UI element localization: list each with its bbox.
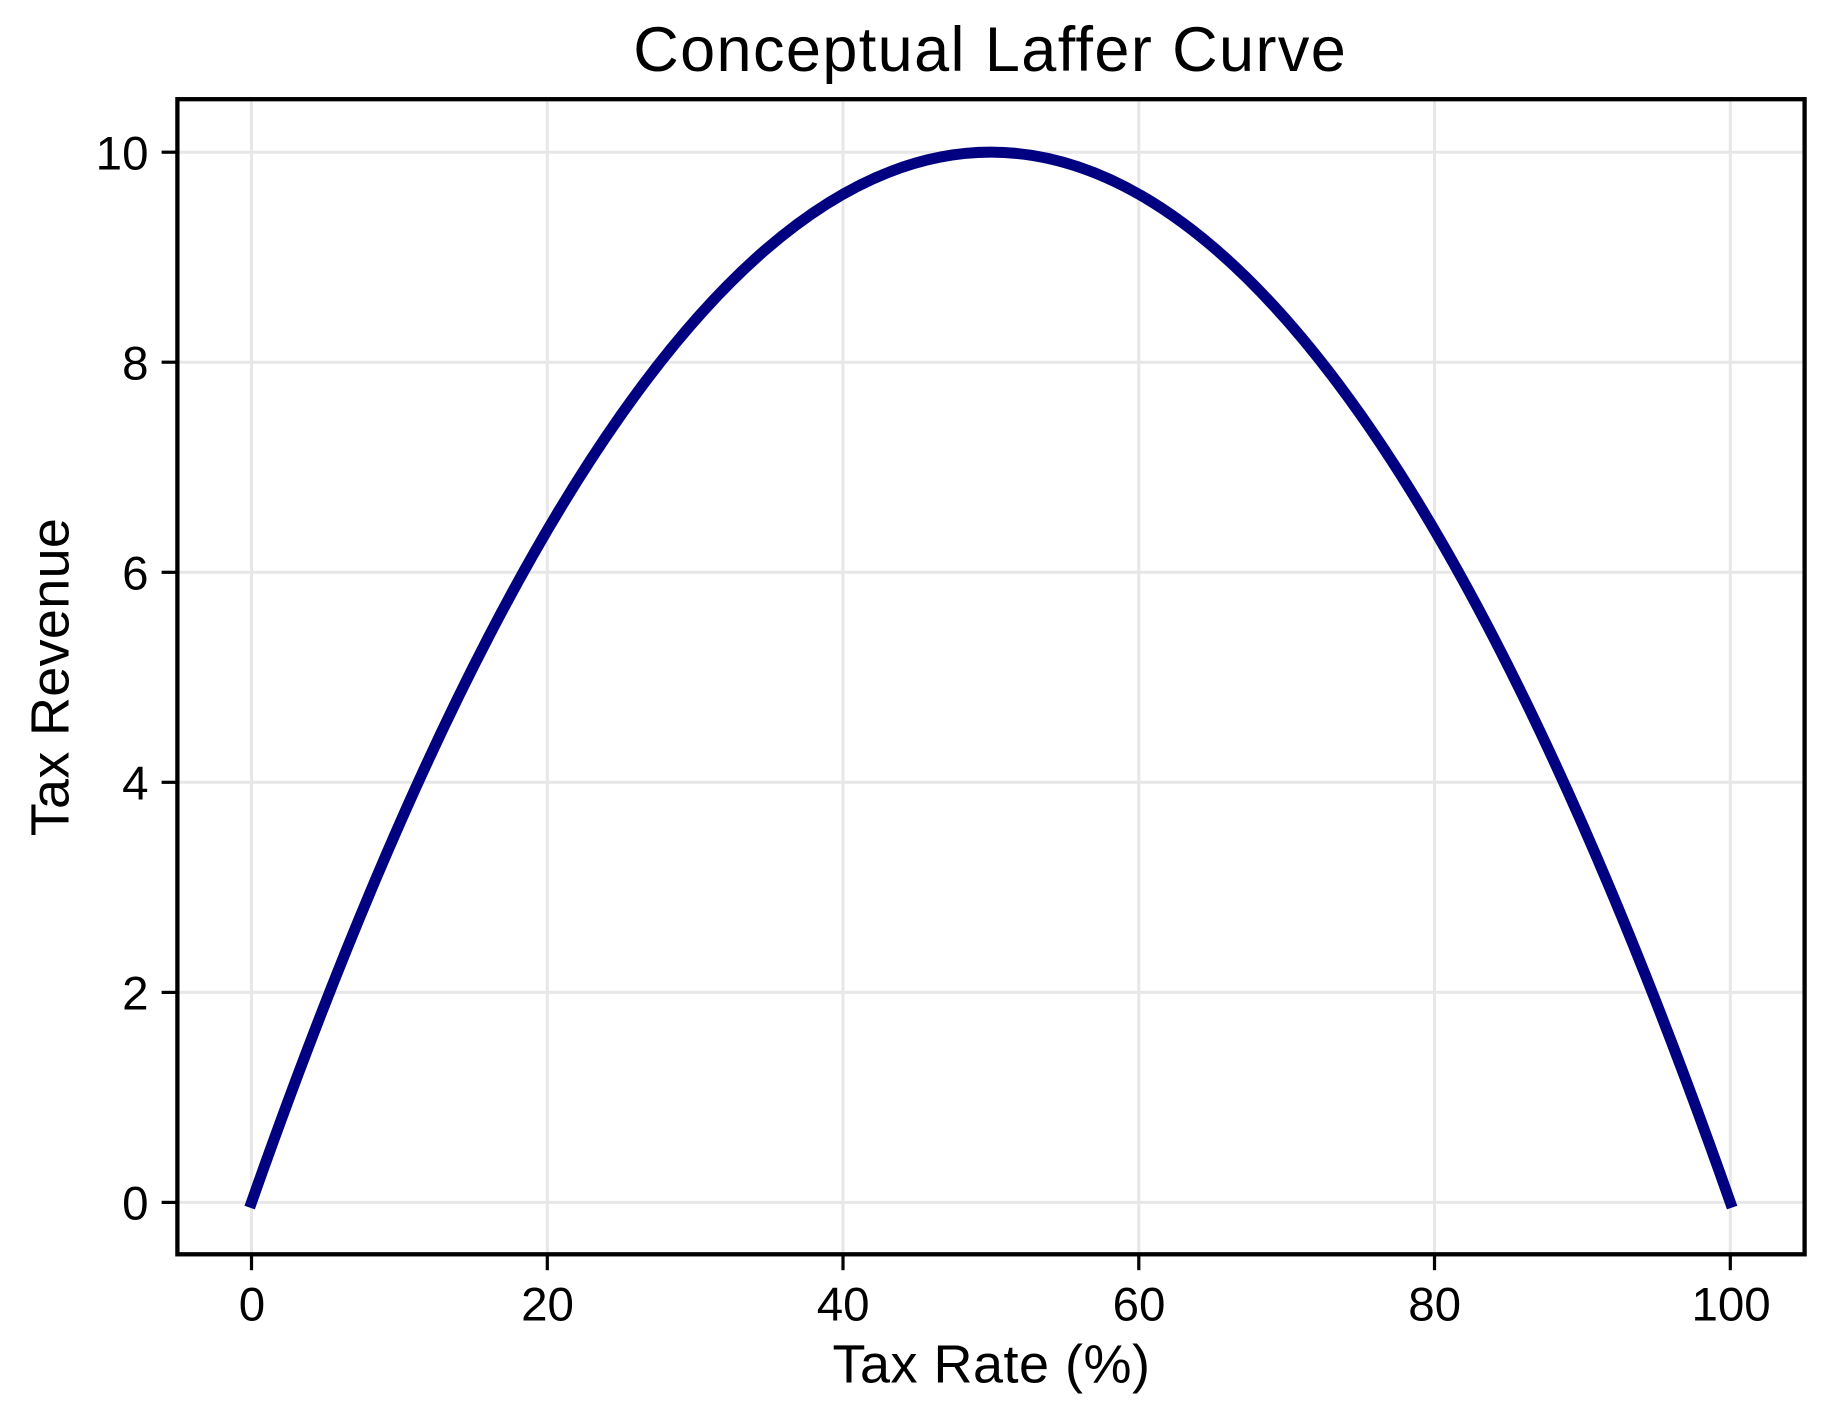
- svg-text:0: 0: [239, 1278, 265, 1331]
- svg-text:Tax Rate (%): Tax Rate (%): [832, 1334, 1150, 1394]
- svg-text:20: 20: [521, 1278, 574, 1331]
- svg-text:60: 60: [1113, 1278, 1166, 1331]
- svg-text:2: 2: [122, 968, 148, 1021]
- svg-text:0: 0: [122, 1178, 148, 1231]
- svg-text:10: 10: [96, 127, 149, 180]
- svg-text:40: 40: [817, 1278, 870, 1331]
- svg-text:Tax Revenue: Tax Revenue: [21, 518, 81, 837]
- svg-text:Conceptual Laffer Curve: Conceptual Laffer Curve: [633, 15, 1347, 85]
- svg-text:8: 8: [122, 337, 148, 390]
- svg-text:80: 80: [1408, 1278, 1461, 1331]
- svg-text:4: 4: [122, 758, 148, 811]
- svg-text:100: 100: [1691, 1278, 1770, 1331]
- svg-text:6: 6: [122, 548, 148, 601]
